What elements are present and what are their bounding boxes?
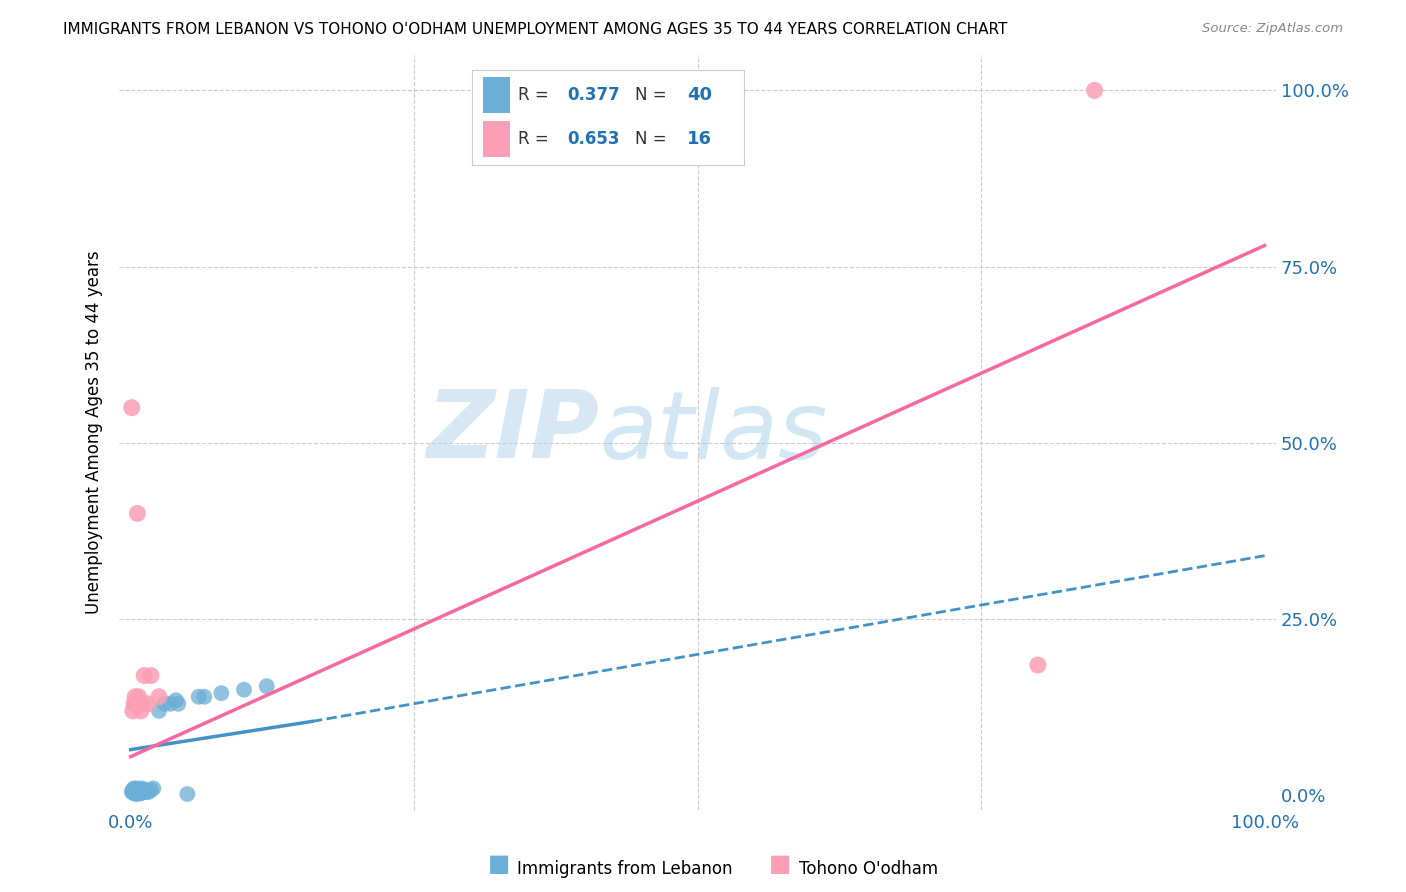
Point [128,784,150,798]
Text: ■: ■ [769,852,792,876]
Text: Immigrants from Lebanon: Immigrants from Lebanon [517,860,733,878]
Point [124,785,146,799]
Point [134,782,156,797]
Point [153,697,176,711]
Point [167,697,190,711]
Point [193,690,215,704]
Text: atlas: atlas [599,387,828,478]
Point [122,697,145,711]
Text: Tohono O'odham: Tohono O'odham [799,860,938,878]
Point [209,686,232,700]
Point [121,401,143,415]
Point [128,785,150,799]
Text: Source: ZipAtlas.com: Source: ZipAtlas.com [1202,22,1343,36]
Point [159,697,181,711]
Point [125,697,148,711]
Point [142,781,165,796]
Point [124,782,146,797]
Point [125,782,148,797]
Point [125,785,148,799]
Point [127,785,149,799]
Point [122,704,145,718]
Point [139,668,162,682]
Point [121,785,143,799]
Y-axis label: Unemployment Among Ages 35 to 44 years: Unemployment Among Ages 35 to 44 years [86,251,103,615]
Point [131,781,153,796]
Point [1083,83,1105,97]
Point [134,668,156,682]
Point [122,785,145,799]
Point [127,781,149,796]
Point [135,785,157,799]
Point [187,690,209,704]
Point [1026,658,1049,673]
Point [165,693,187,707]
Point [176,787,198,801]
Point [148,704,170,718]
Point [128,690,150,704]
Point [129,786,152,800]
Point [124,690,146,704]
Point [122,785,145,799]
Text: ZIP: ZIP [426,386,599,478]
Point [131,697,153,711]
Point [124,786,146,800]
Text: IMMIGRANTS FROM LEBANON VS TOHONO O'ODHAM UNEMPLOYMENT AMONG AGES 35 TO 44 YEARS: IMMIGRANTS FROM LEBANON VS TOHONO O'ODHA… [63,22,1008,37]
Point [122,781,145,796]
Point [125,787,148,801]
Point [122,786,145,800]
Point [128,782,150,797]
Point [127,786,149,800]
Point [127,507,149,521]
Point [233,682,256,697]
Point [134,785,156,799]
Point [128,697,150,711]
Point [129,704,152,718]
Point [148,690,170,704]
Point [256,679,278,693]
Point [122,782,145,797]
Point [139,782,162,797]
Point [129,782,152,797]
Point [131,785,153,799]
Point [138,785,160,799]
Point [128,786,150,800]
Text: ■: ■ [488,852,510,876]
Point [136,697,159,711]
